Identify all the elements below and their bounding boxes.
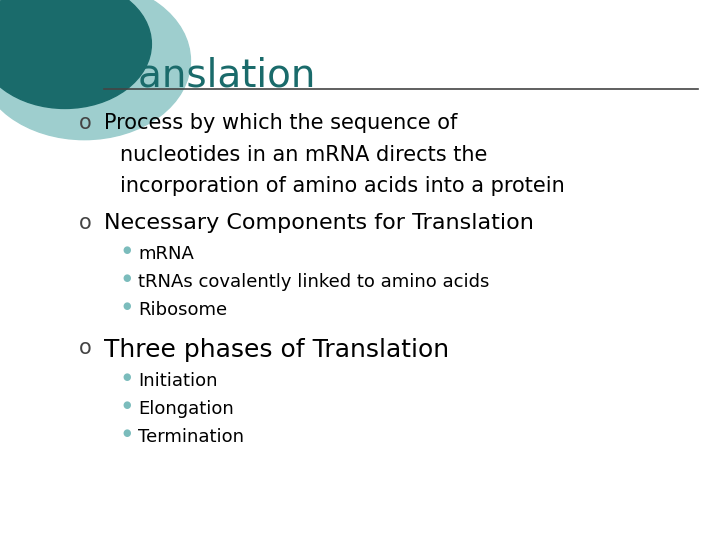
Text: ●: ● (122, 245, 131, 255)
Text: mRNA: mRNA (138, 245, 194, 263)
Text: Termination: Termination (138, 428, 244, 445)
Text: tRNAs covalently linked to amino acids: tRNAs covalently linked to amino acids (138, 273, 490, 291)
Text: incorporation of amino acids into a protein: incorporation of amino acids into a prot… (120, 176, 565, 196)
Text: Initiation: Initiation (138, 372, 217, 389)
Text: o: o (79, 113, 92, 133)
Text: Ribosome: Ribosome (138, 301, 228, 319)
Text: Elongation: Elongation (138, 400, 234, 417)
Circle shape (0, 0, 151, 109)
Text: ●: ● (122, 400, 131, 410)
Text: o: o (79, 338, 92, 358)
Circle shape (0, 0, 190, 140)
Text: ●: ● (122, 273, 131, 284)
Text: o: o (79, 213, 92, 233)
Text: ●: ● (122, 428, 131, 438)
Text: nucleotides in an mRNA directs the: nucleotides in an mRNA directs the (120, 145, 487, 165)
Text: ●: ● (122, 301, 131, 312)
Text: Necessary Components for Translation: Necessary Components for Translation (104, 213, 534, 233)
Text: Three phases of Translation: Three phases of Translation (104, 338, 449, 362)
Text: Translation: Translation (104, 57, 316, 94)
Text: Process by which the sequence of: Process by which the sequence of (104, 113, 458, 133)
Text: ●: ● (122, 372, 131, 382)
